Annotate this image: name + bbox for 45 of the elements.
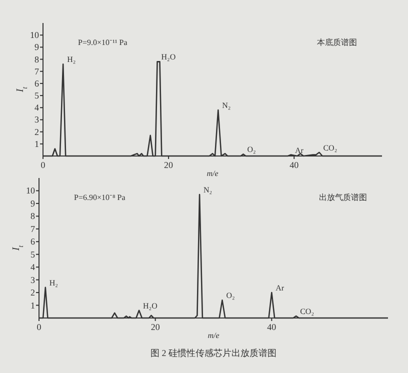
- annotation: 本底质谱图: [317, 38, 357, 47]
- caption: 图 2 硅惯性传感芯片出放质谱图: [150, 348, 276, 358]
- annotation: H₂O: [161, 52, 176, 62]
- x-tick-label: 0: [36, 322, 42, 332]
- y-tick-label: 7: [30, 224, 36, 234]
- annotation: N₂: [222, 101, 231, 110]
- y-tick-label: 1: [34, 138, 39, 149]
- y-tick-label: 1: [30, 300, 35, 310]
- x-tick-label: 20: [150, 322, 160, 332]
- annotation: Ar: [276, 284, 284, 293]
- y-tick-label: 9: [34, 42, 40, 52]
- annotation: P=6.90×10⁻⁸ Pa: [74, 193, 126, 202]
- x-tick-label: 40: [267, 322, 277, 332]
- y-tick-label: 8: [30, 211, 36, 222]
- y-tick-label: 6: [34, 78, 40, 88]
- annotation: Ar: [294, 146, 304, 155]
- y-tick-label: 10: [26, 186, 36, 196]
- x-tick-label: 0: [40, 160, 46, 170]
- annotation: CO₂: [300, 307, 314, 316]
- x-tick-label: 20: [164, 160, 174, 170]
- y-tick-label: 4: [30, 262, 36, 272]
- y-tick-label: 6: [30, 236, 36, 247]
- annotation: H₂: [49, 278, 58, 288]
- annotation: 出放气质谱图: [319, 193, 367, 202]
- y-tick-label: 3: [30, 274, 36, 285]
- y-tick-label: 2: [30, 288, 35, 298]
- y-tick-label: 9: [30, 198, 36, 208]
- annotation: P=9.0×10⁻¹¹ Pa: [78, 38, 128, 47]
- annotation: H₂O: [143, 301, 158, 310]
- y-tick-label: 7: [34, 66, 40, 76]
- y-tick-label: 5: [30, 249, 36, 260]
- annotation: O₂: [247, 145, 256, 154]
- annotation: O₂: [226, 291, 235, 300]
- x-axis-title: m/e: [206, 169, 219, 178]
- y-tick-label: 3: [34, 114, 40, 125]
- x-axis-title: m/e: [208, 331, 220, 340]
- y-tick-label: 4: [34, 102, 40, 113]
- annotation: CO₂: [323, 143, 338, 152]
- annotation: H₂: [67, 55, 76, 64]
- y-tick-label: 2: [34, 126, 39, 137]
- y-tick-label: 10: [30, 30, 40, 40]
- y-tick-label: 8: [34, 54, 40, 64]
- x-tick-label: 40: [290, 160, 300, 170]
- annotation: N₂: [204, 186, 212, 195]
- y-tick-label: 5: [34, 90, 40, 101]
